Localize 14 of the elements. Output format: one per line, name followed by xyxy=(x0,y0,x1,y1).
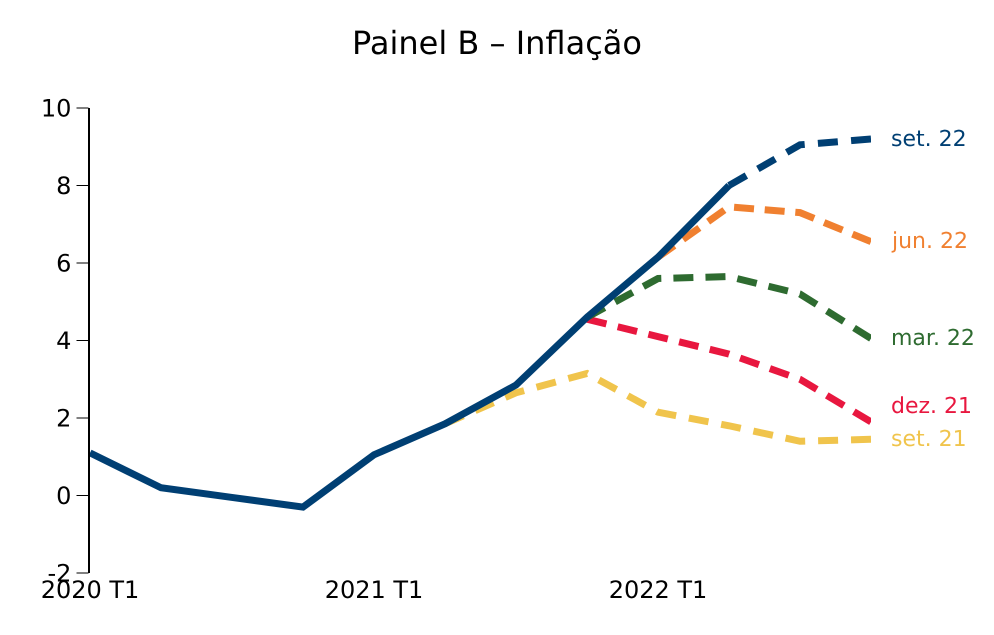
series-label: mar. 22 xyxy=(891,326,975,351)
y-tick-label: 10 xyxy=(40,94,72,122)
y-tick-label: 2 xyxy=(56,404,72,432)
y-tick-label: 0 xyxy=(56,482,72,510)
x-tick-label: 2021 T1 xyxy=(324,576,424,604)
x-tick-label: 2022 T1 xyxy=(608,576,708,604)
series-label: set. 21 xyxy=(891,427,967,452)
y-tick-label: 6 xyxy=(56,249,72,278)
series-label: jun. 22 xyxy=(891,229,968,254)
y-tick-label: 4 xyxy=(56,326,72,355)
y-tick-label: 8 xyxy=(56,172,72,200)
chart-title: Painel B – Inflação xyxy=(352,24,642,62)
series-label: set. 22 xyxy=(891,127,967,152)
series-label: dez. 21 xyxy=(891,394,972,419)
